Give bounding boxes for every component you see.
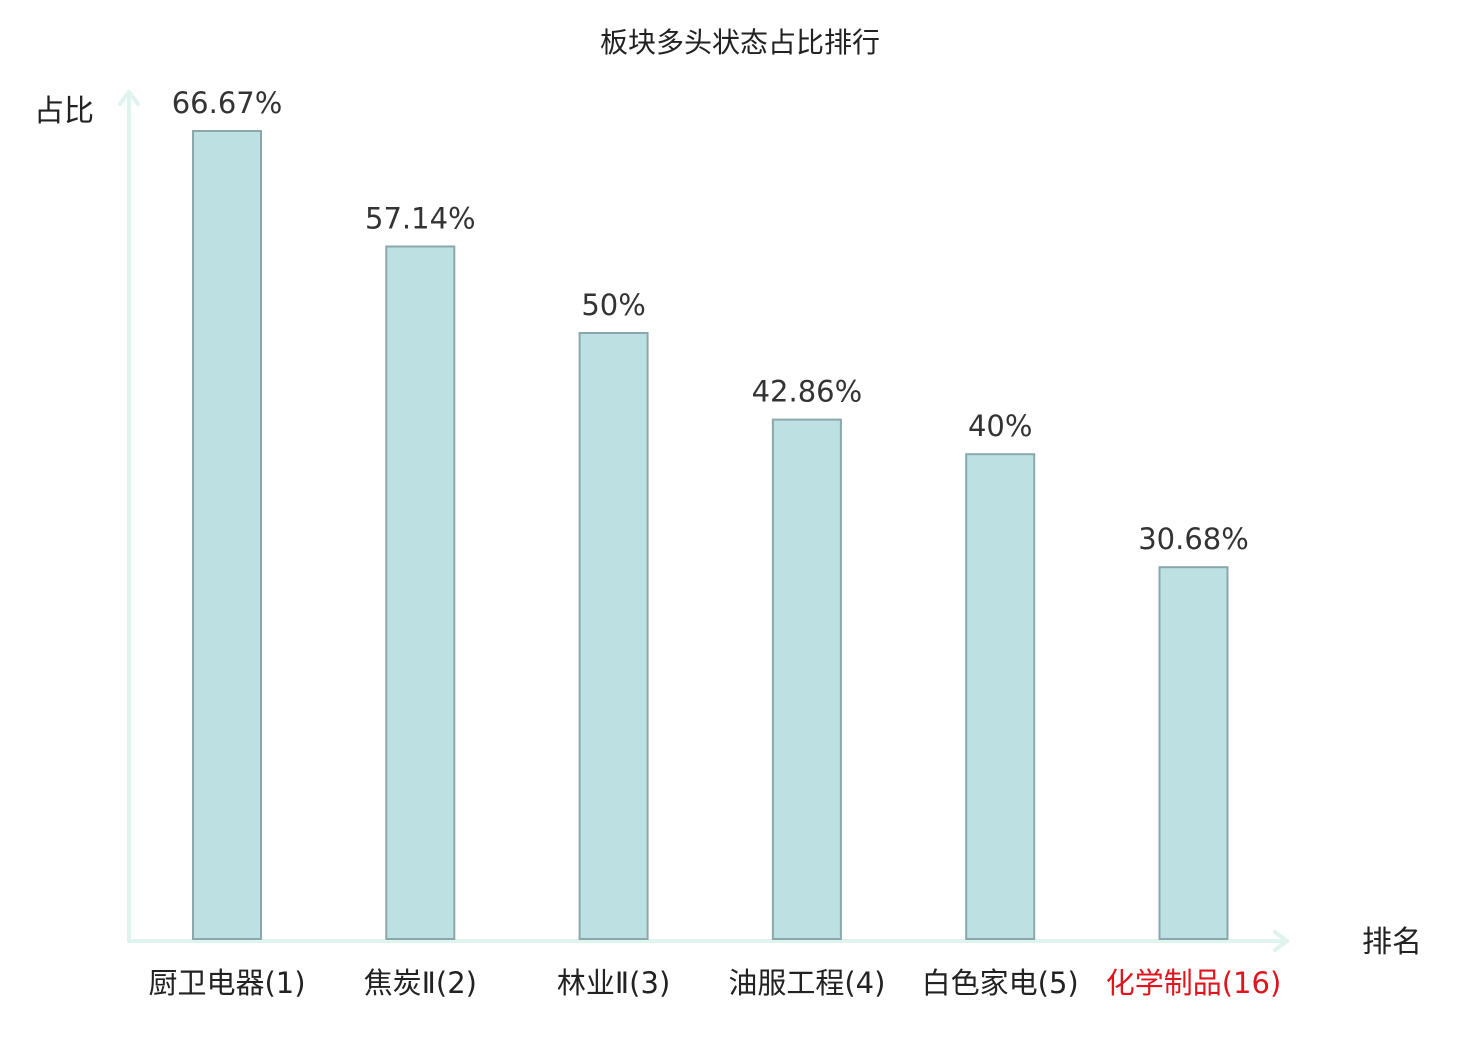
bar <box>385 245 456 940</box>
x-axis-label: 排名 <box>1362 925 1422 960</box>
x-axis <box>127 930 1289 952</box>
y-axis <box>118 90 140 943</box>
value-labels-group: 66.67% 57.14% 50% 42.86% 40% 30.68% <box>172 86 1249 556</box>
bars-group <box>192 130 1229 941</box>
bar <box>965 453 1036 940</box>
chart-title: 板块多头状态占比排行 <box>600 26 880 59</box>
value-label: 42.86% <box>752 375 863 409</box>
category-label-highlighted: 化学制品(16) <box>1106 966 1282 1000</box>
category-labels-group: 厨卫电器(1) 焦炭Ⅱ(2) 林业Ⅱ(3) 油服工程(4) 白色家电(5) 化学制品(16… <box>148 966 1281 1000</box>
value-label: 66.67% <box>172 86 283 120</box>
value-label: 30.68% <box>1138 522 1249 556</box>
category-label: 林业Ⅱ(3) <box>557 966 670 1000</box>
y-axis-label: 占比 <box>34 94 94 129</box>
category-label: 油服工程(4) <box>728 966 885 1000</box>
value-label: 50% <box>581 288 645 322</box>
value-label: 40% <box>968 409 1032 443</box>
bar <box>192 130 262 940</box>
bar <box>578 332 649 940</box>
category-label: 厨卫电器(1) <box>148 966 305 1000</box>
bar <box>1158 566 1229 940</box>
category-label: 白色家电(5) <box>922 966 1079 1000</box>
value-label: 57.14% <box>365 202 476 236</box>
bar <box>771 418 842 941</box>
category-label: 焦炭Ⅱ(2) <box>364 966 477 1000</box>
